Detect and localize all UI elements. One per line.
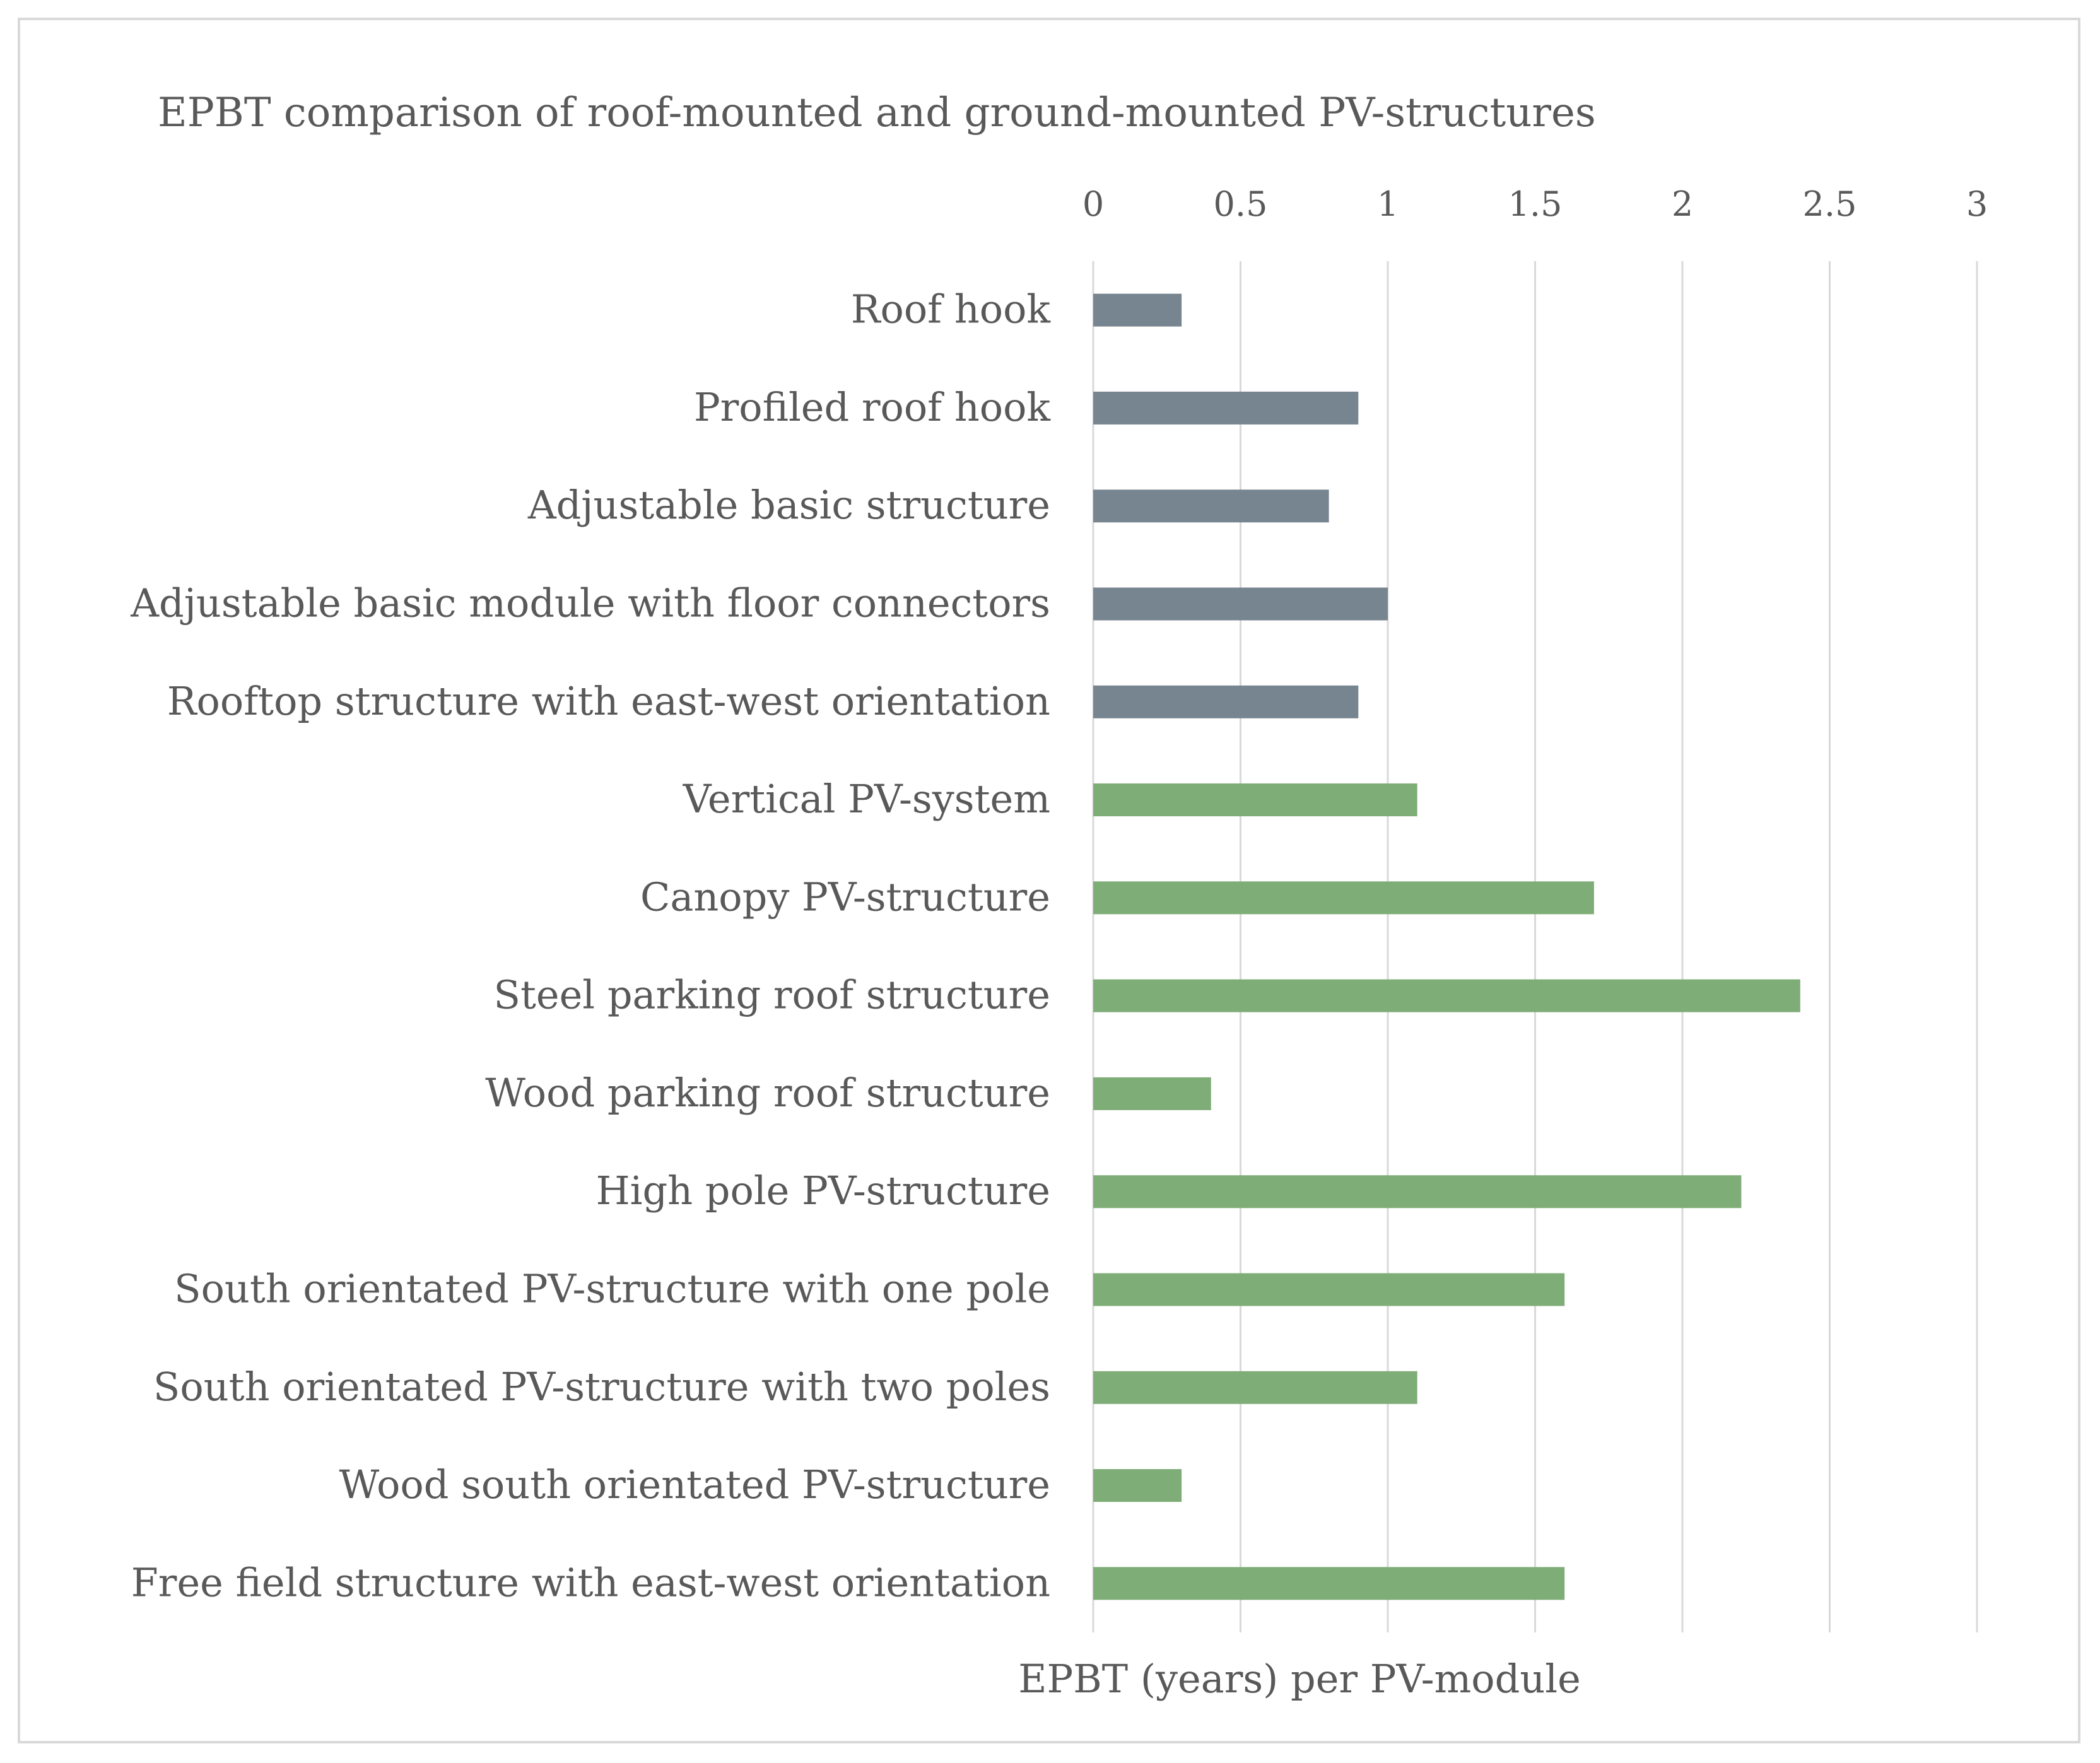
category-label: Wood parking roof structure [485, 1070, 1050, 1116]
bar-ground-mounted [1093, 783, 1417, 817]
category-label: Profiled roof hook [694, 384, 1050, 430]
x-tick-label: 0.5 [1214, 184, 1268, 224]
category-label: Free field structure with east-west orie… [131, 1559, 1050, 1605]
category-label: Rooftop structure with east-west orienta… [167, 678, 1050, 724]
x-axis-title: EPBT (years) per PV-module [1018, 1656, 1581, 1702]
bar-ground-mounted [1093, 1175, 1742, 1209]
bar-ground-mounted [1093, 1371, 1417, 1404]
bar-ground-mounted [1093, 979, 1800, 1012]
x-tick-label: 2.5 [1803, 184, 1857, 224]
category-label: South orientated PV-structure with two p… [153, 1364, 1050, 1410]
bar-roof-mounted [1093, 293, 1182, 327]
bar-ground-mounted [1093, 1273, 1565, 1306]
bar-roof-mounted [1093, 587, 1388, 621]
bars [1093, 293, 1800, 1600]
category-label: Wood south orientated PV-structure [339, 1461, 1050, 1508]
bar-ground-mounted [1093, 1567, 1565, 1600]
x-tick-label: 3 [1966, 184, 1988, 224]
x-tick-label: 0 [1082, 184, 1104, 224]
category-label: Steel parking roof structure [494, 972, 1050, 1018]
category-label: Canopy PV-structure [640, 874, 1050, 920]
x-tick-label: 2 [1672, 184, 1693, 224]
category-label: High pole PV-structure [596, 1168, 1050, 1214]
x-axis-ticks: 0 0.5 1 1.5 2 2.5 3 [1082, 184, 1988, 224]
bar-roof-mounted [1093, 391, 1359, 425]
bar-roof-mounted [1093, 489, 1329, 523]
category-label: Adjustable basic structure [527, 482, 1050, 528]
category-label: Roof hook [851, 286, 1051, 332]
category-label: Adjustable basic module with floor conne… [130, 580, 1050, 626]
category-label: Vertical PV-system [683, 776, 1050, 822]
bar-ground-mounted [1093, 881, 1594, 915]
gridlines [1092, 261, 1978, 1632]
x-tick-label: 1.5 [1508, 184, 1563, 224]
x-tick-label: 1 [1377, 184, 1399, 224]
chart-frame [18, 18, 2080, 1743]
category-label: South orientated PV-structure with one p… [174, 1266, 1050, 1312]
bar-ground-mounted [1093, 1077, 1211, 1110]
bar-roof-mounted [1093, 685, 1359, 718]
chart-title: EPBT comparison of roof-mounted and grou… [158, 90, 1596, 136]
category-labels: Roof hook Profiled roof hook Adjustable ba… [130, 286, 1050, 1606]
bar-ground-mounted [1093, 1469, 1182, 1502]
